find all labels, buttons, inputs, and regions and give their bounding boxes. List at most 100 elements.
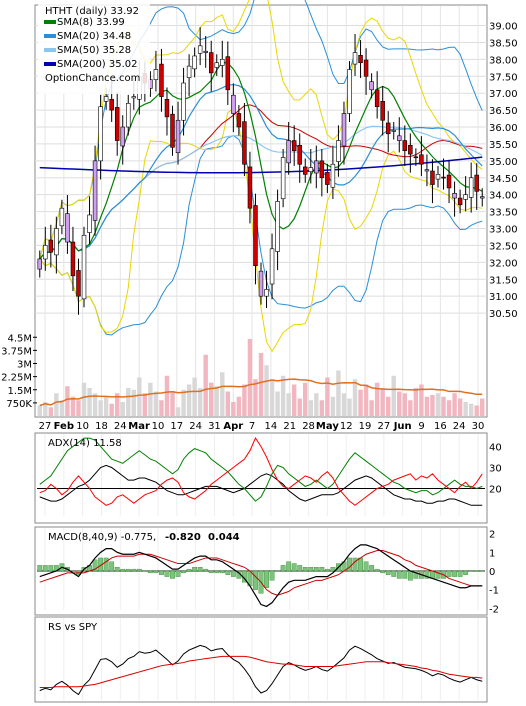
price-tick-label: 35.50 xyxy=(489,140,518,151)
volume-bar xyxy=(236,396,242,416)
volume-bar xyxy=(358,389,363,416)
candle-body xyxy=(264,289,269,297)
macd-histogram-bar xyxy=(308,567,314,572)
chart-title: HTHT (daily) 33.92 xyxy=(45,6,139,17)
legend-swatch-sma20 xyxy=(44,34,56,38)
volume-bar xyxy=(363,384,369,416)
macd-histogram-bar xyxy=(225,570,231,575)
candle-body xyxy=(126,103,131,128)
price-tick-label: 39.00 xyxy=(489,22,518,33)
volume-bar xyxy=(286,393,291,416)
candle-body xyxy=(347,69,352,114)
bollinger-lower xyxy=(39,135,483,336)
macd-histogram-bar xyxy=(402,570,408,579)
macd-histogram-bar xyxy=(125,568,131,572)
time-tick-label: 10 xyxy=(152,421,165,432)
volume-bar xyxy=(103,396,109,416)
volume-bar xyxy=(175,407,181,416)
macd-histogram-bar xyxy=(363,561,369,572)
macd-histogram-bar xyxy=(264,570,269,588)
volume-bar xyxy=(480,398,485,416)
volume-bar xyxy=(424,396,430,416)
candle-body xyxy=(336,140,341,162)
candle-body xyxy=(181,82,186,121)
macd-histogram-bar xyxy=(37,565,43,572)
macd-histogram-bar xyxy=(92,559,98,572)
volume-bar xyxy=(142,393,148,416)
legend-sma200: SMA(200) 35.02 xyxy=(57,59,138,70)
volume-bar xyxy=(159,400,164,416)
time-tick-label: 28 xyxy=(302,421,315,432)
macd-histogram-bar xyxy=(192,567,198,572)
candle-body xyxy=(341,113,347,147)
price-tick-label: 36.50 xyxy=(489,106,518,117)
volume-bar xyxy=(153,391,159,416)
candle-body xyxy=(314,160,319,174)
volume-bar xyxy=(385,396,391,416)
macd-histogram-bar xyxy=(103,557,109,572)
macd-tick-label: 2 xyxy=(489,530,495,541)
candle-body xyxy=(430,170,435,185)
candle-body xyxy=(164,98,170,118)
candle-body xyxy=(330,163,336,188)
macd-histogram-bar xyxy=(358,557,363,572)
macd-histogram-bar xyxy=(291,563,297,572)
source-label: OptionChance.com xyxy=(45,73,140,84)
candle-body xyxy=(308,167,314,172)
macd-tick-label: -2 xyxy=(489,604,499,615)
volume-average-line xyxy=(39,378,483,407)
candle-body xyxy=(253,205,258,267)
volume-tick-label: 3.75M xyxy=(1,346,32,357)
macd-tick-label: 0 xyxy=(489,567,495,578)
candle-body xyxy=(87,214,92,233)
rs-label: RS vs SPY xyxy=(48,622,98,633)
candle-body xyxy=(280,157,286,200)
candle-body xyxy=(203,50,208,53)
volume-bar xyxy=(192,377,197,416)
candle-body xyxy=(419,154,424,165)
candle-body xyxy=(408,144,413,155)
volume-bar xyxy=(352,379,358,416)
time-tick-label: 24 xyxy=(453,421,466,432)
price-tick-label: 34.50 xyxy=(489,174,518,185)
candle-body xyxy=(186,65,192,78)
candle-body xyxy=(43,245,48,260)
price-tick-label: 30.50 xyxy=(489,309,518,320)
macd-histogram-bar xyxy=(380,570,386,574)
candle-body xyxy=(319,160,325,179)
candle-body xyxy=(76,270,81,297)
macd-histogram-bar xyxy=(413,570,419,579)
candle-body xyxy=(397,135,402,141)
candle-body xyxy=(463,194,468,200)
price-tick-label: 37.50 xyxy=(489,72,518,83)
volume-bar xyxy=(148,382,153,416)
volume-bar xyxy=(280,375,286,416)
volume-bar xyxy=(380,388,385,416)
macd-histogram-bar xyxy=(142,570,148,572)
time-tick-label: 12 xyxy=(340,421,353,432)
candle-body xyxy=(380,101,385,121)
price-tick-label: 32.00 xyxy=(489,258,518,269)
candle-body xyxy=(65,213,70,243)
macd-histogram-bar xyxy=(109,561,115,572)
candle-body xyxy=(70,241,76,277)
candle-body xyxy=(435,174,441,180)
candle-body xyxy=(441,176,446,179)
macd-histogram-bar xyxy=(120,568,126,572)
macd-histogram-bar xyxy=(175,570,181,577)
time-tick-label: 9 xyxy=(418,421,424,432)
macd-histogram-bar xyxy=(313,567,319,572)
time-tick-label: 24 xyxy=(114,421,127,432)
volume-bar xyxy=(330,396,336,416)
macd-histogram-bar xyxy=(352,557,358,572)
macd-histogram-bar xyxy=(280,565,286,572)
candle-body xyxy=(197,45,203,54)
candle-body xyxy=(92,160,98,221)
candle-body xyxy=(120,126,125,147)
time-tick-label: Feb xyxy=(54,421,74,432)
macd-histogram-bar xyxy=(170,570,175,579)
macd-histogram-bar xyxy=(153,570,159,574)
volume-bar xyxy=(419,384,424,416)
time-tick-label: 17 xyxy=(170,421,183,432)
